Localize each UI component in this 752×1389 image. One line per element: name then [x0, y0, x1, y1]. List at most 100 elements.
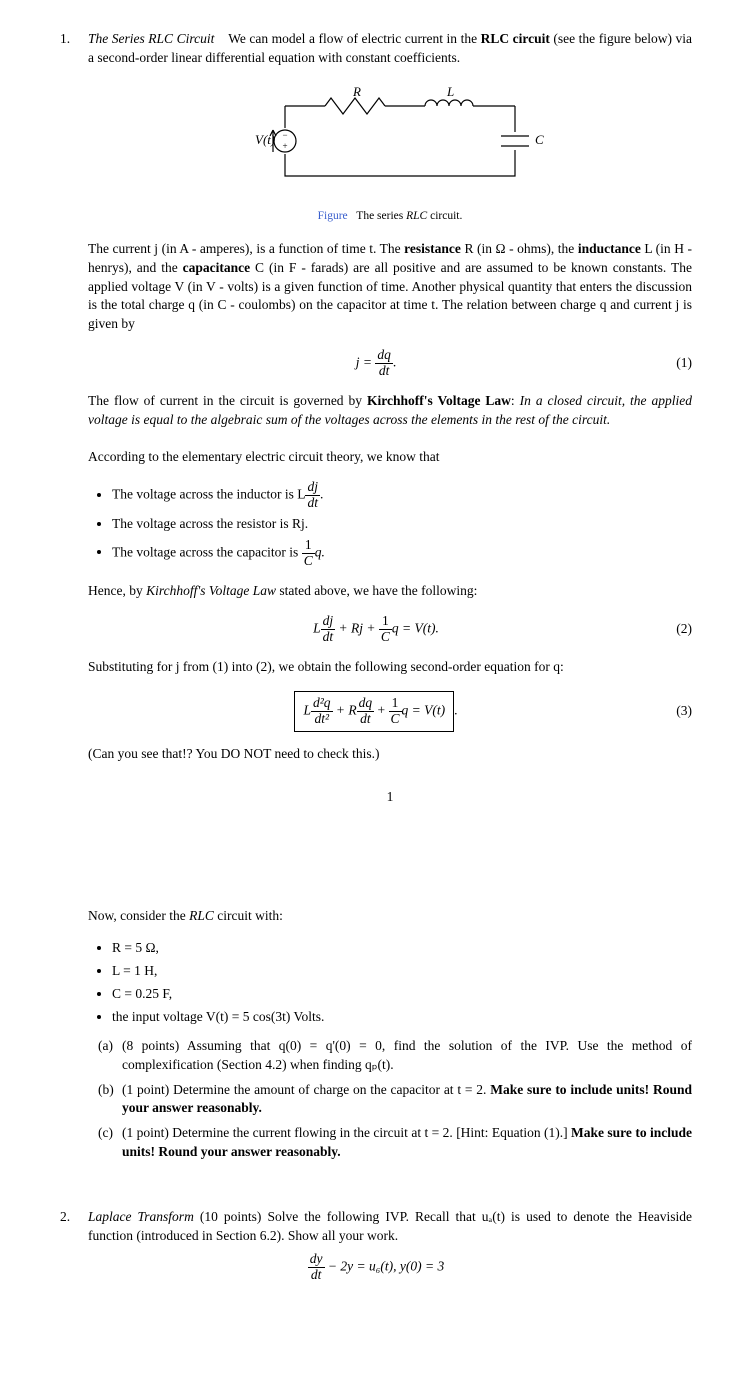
sub-label: (b)	[98, 1081, 122, 1119]
frac-den: C	[389, 712, 402, 727]
equation-tag: (2)	[664, 620, 692, 639]
text: q = V(t)	[402, 702, 446, 717]
text: The voltage across the inductor is L	[112, 487, 305, 502]
caption-label: Figure	[318, 210, 348, 222]
paragraph: Hence, by Kirchhoff's Voltage Law stated…	[88, 582, 692, 601]
text: The flow of current in the circuit is go…	[88, 393, 367, 408]
equation-tag: (1)	[664, 354, 692, 373]
subpart-c: (c) (1 point) Determine the current flow…	[98, 1124, 692, 1162]
frac-num: 1	[389, 696, 402, 712]
paragraph: Substituting for j from (1) into (2), we…	[88, 658, 692, 677]
text-italic: RLC	[189, 908, 214, 923]
problem-title: The Series RLC Circuit	[88, 31, 214, 46]
bullet-list: R = 5 Ω, L = 1 H, C = 0.25 F, the input …	[112, 939, 692, 1027]
equation-2: Ldjdt + Rj + 1Cq = V(t). (2)	[88, 614, 692, 645]
frac-den: dt	[305, 496, 320, 511]
circuit-c-label: C	[535, 132, 544, 147]
page-number: 1	[88, 788, 692, 807]
paragraph: The current j (in A - amperes), is a fun…	[88, 240, 692, 334]
frac-num: dj	[321, 614, 336, 630]
frac-den: dt	[357, 712, 375, 727]
sub-body: (8 points) Assuming that q(0) = q'(0) = …	[122, 1037, 692, 1075]
sub-label: (c)	[98, 1124, 122, 1162]
equation-p2: dydt − 2y = u₆(t), y(0) = 3	[88, 1252, 692, 1283]
equation-body: Ld²qdt² + Rdqdt + 1Cq = V(t) .	[88, 691, 664, 732]
text-bold: resistance	[404, 241, 461, 256]
equation-body: j = dqdt.	[88, 348, 664, 379]
problem-2: 2. Laplace Transform (10 points) Solve t…	[60, 1208, 692, 1288]
circuit-svg: − + V(t) R L C	[225, 86, 555, 196]
equation-1: j = dqdt. (1)	[88, 348, 692, 379]
subpart-b: (b) (1 point) Determine the amount of ch…	[98, 1081, 692, 1119]
circuit-l-label: L	[446, 86, 454, 99]
list-item: L = 1 H,	[112, 962, 692, 981]
subpart-a: (a) (8 points) Assuming that q(0) = q'(0…	[98, 1037, 692, 1075]
paragraph: The flow of current in the circuit is go…	[88, 392, 692, 430]
frac-den: C	[379, 630, 392, 645]
text: (1 point) Determine the amount of charge…	[122, 1082, 490, 1097]
frac-den: dt	[375, 364, 393, 379]
problem-1: 1. The Series RLC Circuit We can model a…	[60, 30, 692, 1168]
circuit-v-label: V(t)	[255, 132, 275, 147]
frac-num: d²q	[311, 696, 333, 712]
problem-title: Laplace Transform	[88, 1209, 194, 1224]
intro-text: We can model a flow of electric current …	[228, 31, 480, 46]
svg-text:−: −	[282, 130, 287, 140]
list-item: R = 5 Ω,	[112, 939, 692, 958]
text: :	[511, 393, 520, 408]
equation-tag: (3)	[664, 702, 692, 721]
text-italic: Kirchhoff's Voltage Law	[146, 583, 276, 598]
text: + Rj +	[335, 621, 379, 636]
text: +	[374, 702, 388, 717]
paragraph: (Can you see that!? You DO NOT need to c…	[88, 745, 692, 764]
sub-body: (1 point) Determine the current flowing …	[122, 1124, 692, 1162]
caption-text: The series RLC circuit.	[356, 210, 462, 222]
equation-body: Ldjdt + Rj + 1Cq = V(t).	[88, 614, 664, 645]
list-item: The voltage across the capacitor is 1Cq.	[112, 538, 692, 569]
problem-number: 2.	[60, 1208, 88, 1288]
text: L	[303, 702, 311, 717]
frac-den: C	[302, 554, 315, 569]
paragraph: According to the elementary electric cir…	[88, 448, 692, 467]
text: Now, consider the	[88, 908, 189, 923]
figure-caption: Figure The series RLC circuit.	[88, 208, 692, 224]
frac-num: 1	[302, 538, 315, 554]
sub-label: (a)	[98, 1037, 122, 1075]
text: circuit with:	[214, 908, 283, 923]
frac-num: 1	[379, 614, 392, 630]
circuit-figure: − + V(t) R L C Figure The series RLC cir…	[88, 86, 692, 224]
text: q.	[315, 544, 325, 559]
boxed-equation: Ld²qdt² + Rdqdt + 1Cq = V(t)	[294, 691, 454, 732]
problem-body: Laplace Transform (10 points) Solve the …	[88, 1208, 692, 1288]
frac-num: dq	[357, 696, 375, 712]
eq-lhs: j =	[356, 354, 376, 369]
text: L	[313, 621, 321, 636]
text: R (in Ω - ohms), the	[461, 241, 578, 256]
text: − 2y = u₆(t), y(0) = 3	[325, 1258, 445, 1273]
list-item: The voltage across the resistor is Rj.	[112, 515, 692, 534]
text: + R	[333, 702, 357, 717]
text: .	[320, 487, 323, 502]
text-bold: capacitance	[183, 260, 250, 275]
list-item: the input voltage V(t) = 5 cos(3t) Volts…	[112, 1008, 692, 1027]
list-item: C = 0.25 F,	[112, 985, 692, 1004]
circuit-r-label: R	[352, 86, 361, 99]
frac-den: dt	[321, 630, 336, 645]
equation-body: dydt − 2y = u₆(t), y(0) = 3	[88, 1252, 664, 1283]
text: stated above, we have the following:	[276, 583, 477, 598]
sub-body: (1 point) Determine the amount of charge…	[122, 1081, 692, 1119]
text: Hence, by	[88, 583, 146, 598]
subparts: (a) (8 points) Assuming that q(0) = q'(0…	[98, 1037, 692, 1162]
equation-3: Ld²qdt² + Rdqdt + 1Cq = V(t) . (3)	[88, 691, 692, 732]
problem-body: The Series RLC Circuit We can model a fl…	[88, 30, 692, 1168]
bullet-list: The voltage across the inductor is Ldjdt…	[112, 480, 692, 568]
text: (1 point) Determine the current flowing …	[122, 1125, 571, 1140]
frac-num: dq	[375, 348, 393, 364]
problem-number: 1.	[60, 30, 88, 1168]
text: q = V(t).	[392, 621, 439, 636]
intro-bold: RLC circuit	[481, 31, 550, 46]
text: The voltage across the capacitor is	[112, 544, 302, 559]
frac-den: dt	[308, 1268, 325, 1283]
text-bold: Kirchhoff's Voltage Law	[367, 393, 511, 408]
text: The current j (in A - amperes), is a fun…	[88, 241, 404, 256]
